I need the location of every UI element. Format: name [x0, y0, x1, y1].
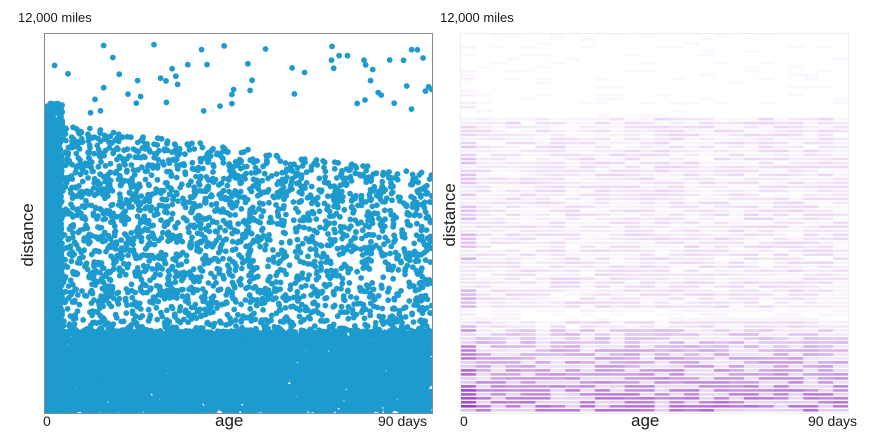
scatter-points [45, 41, 432, 413]
scatter-y-top-label: 12,000 miles [18, 10, 92, 25]
scatter-plot [45, 41, 432, 413]
